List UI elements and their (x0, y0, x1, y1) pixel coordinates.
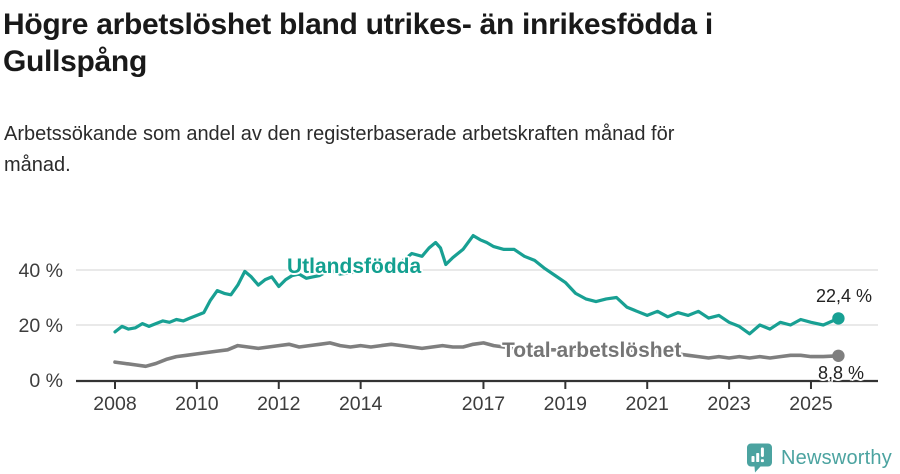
page-title-line2: Gullspång (3, 45, 147, 78)
series-label-utlandsfodda: Utlandsfödda (287, 255, 422, 278)
x-tick-label: 2021 (626, 393, 669, 415)
y-tick-label: 20 % (19, 315, 63, 337)
series-label-total-arbetsloshet: Total arbetslöshet (502, 339, 682, 362)
x-tick-label: 2014 (339, 393, 383, 415)
page-title-line1: Högre arbetslöshet bland utrikes- än inr… (3, 8, 713, 41)
end-dot-total-arbetsloshet (832, 349, 845, 362)
x-tick-label: 2010 (175, 393, 219, 415)
x-tick-label: 2012 (257, 393, 300, 415)
line-total-arbetsloshet (113, 341, 841, 369)
end-dot-utlandsfodda (832, 312, 845, 325)
x-tick-label: 2017 (462, 393, 505, 415)
y-tick-label: 0 % (29, 370, 63, 392)
end-value-label-utlandsfodda: 22,4 % (816, 286, 873, 306)
x-tick-label: 2008 (93, 393, 136, 415)
chart-subtitle-line2: månad. (4, 154, 71, 176)
line-utlandsfodda (113, 234, 841, 336)
newsworthy-logo: Newsworthy (746, 443, 892, 473)
y-tick-label: 40 % (19, 260, 63, 282)
newsworthy-brand-text: Newsworthy (781, 446, 892, 469)
newsworthy-logo-icon (747, 443, 772, 473)
page-title: Högre arbetslöshet bland utrikes- än inr… (3, 6, 863, 80)
x-tick-label: 2023 (707, 393, 750, 415)
end-value-label-total: 8,8 % (818, 363, 865, 383)
x-tick-label: 2025 (789, 393, 833, 415)
chart-subtitle-line1: Arbetssökande som andel av den registerb… (4, 123, 675, 145)
chart-subtitle: Arbetssökande som andel av den registerb… (4, 119, 864, 181)
x-tick-label: 2019 (544, 393, 587, 415)
